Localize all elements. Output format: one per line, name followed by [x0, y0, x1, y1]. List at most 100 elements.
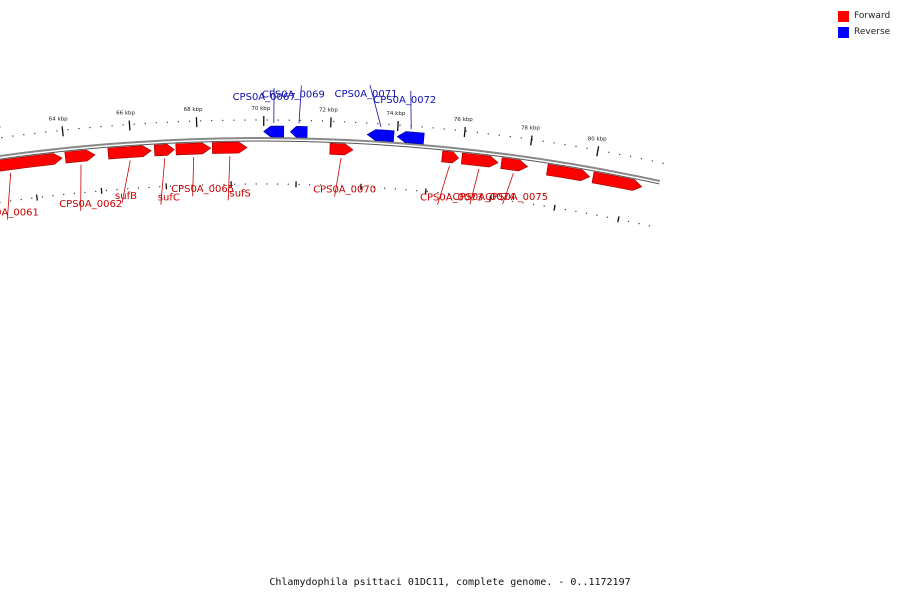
guide-dot-inner: [487, 133, 489, 135]
guide-dot-inner: [122, 124, 124, 126]
guide-dot-inner: [277, 119, 279, 121]
guide-dot-outer: [330, 184, 332, 187]
minor-tick: [100, 187, 103, 194]
tick-label: 66 kbp: [116, 111, 135, 117]
guide-dot-outer: [20, 198, 22, 201]
legend-forward-label: Forward: [854, 11, 891, 21]
minor-tick: [35, 194, 38, 201]
guide-dot-inner: [177, 121, 180, 123]
guide-dot-inner: [144, 122, 146, 125]
gene-label: CPS0A_0065: [171, 184, 234, 195]
guide-dot-outer: [501, 199, 503, 201]
tick-label: 68 kbp: [184, 107, 203, 113]
gene-arrow: [0, 153, 63, 172]
guide-dot-outer: [255, 183, 257, 185]
gene-label: CPS0A_0071: [334, 89, 397, 100]
gene-arrow: [500, 157, 529, 172]
gene-label: sufS: [229, 188, 250, 199]
gene-leader-line: [298, 85, 302, 124]
guide-dot-inner: [575, 145, 577, 148]
gene-leader-line: [121, 160, 131, 204]
gene-label: CPS0A_0075: [485, 192, 548, 203]
guide-dot-inner: [377, 123, 379, 125]
guide-dot-inner: [509, 135, 511, 138]
gene-leader-line: [469, 168, 480, 205]
guide-dot-outer: [405, 189, 407, 191]
guide-dot-inner: [465, 130, 467, 132]
minor-tick: [424, 188, 427, 195]
guide-dot-inner: [23, 134, 25, 136]
guide-dot-inner: [443, 128, 445, 130]
guide-dot-outer: [606, 216, 609, 218]
legend-forward: Forward: [838, 8, 898, 24]
backbone-line-inner: [0, 137, 661, 182]
guide-dot-inner: [651, 160, 653, 162]
guide-dot-outer: [415, 190, 418, 192]
guide-dot-inner: [111, 125, 113, 127]
guide-dot-inner: [100, 126, 102, 128]
gene-leader-line: [334, 157, 342, 197]
guide-dot-outer: [437, 191, 439, 194]
gene-leader-line: [192, 157, 195, 197]
tick-label: 70 kbp: [251, 106, 270, 112]
guide-dot-outer: [244, 183, 247, 185]
tick-label: 76 kbp: [454, 117, 473, 123]
gene-label: CPS0A_0074: [452, 192, 515, 203]
guide-dot-outer: [159, 186, 161, 188]
gene-arrow: [460, 152, 499, 168]
guide-dot-inner: [211, 119, 213, 122]
guide-dot-inner: [12, 135, 14, 137]
gene-arrow: [153, 143, 175, 157]
guide-dot-inner: [299, 119, 302, 122]
guide-dot-inner: [188, 120, 191, 123]
guide-dot-outer: [9, 200, 12, 202]
guide-dot-inner: [199, 120, 202, 122]
guide-dot-outer: [479, 196, 482, 198]
guide-dot-inner: [662, 162, 664, 164]
gene-arrow: [366, 129, 395, 143]
guide-dot-outer: [394, 188, 396, 190]
gene-arrow: [591, 171, 643, 191]
guide-dot-outer: [426, 190, 428, 193]
legend: Forward Reverse: [838, 8, 898, 40]
gene-leader-line: [227, 156, 231, 201]
guide-dot-outer: [575, 210, 577, 213]
minor-tick: [553, 204, 556, 211]
guide-dot-outer: [105, 189, 108, 192]
guide-dot-outer: [212, 183, 214, 186]
guide-dot-outer: [469, 195, 471, 197]
guide-dot-inner: [564, 144, 566, 146]
guide-dot-outer: [543, 205, 545, 207]
guide-dot-outer: [116, 188, 118, 191]
guide-dot-outer: [532, 203, 535, 206]
guide-dot-outer: [627, 220, 630, 223]
gene-leader-line: [6, 172, 12, 220]
gene-arrow: [546, 163, 591, 182]
guide-dot-inner: [586, 147, 588, 149]
guide-dot-outer: [585, 212, 588, 214]
guide-dot-inner: [553, 142, 555, 144]
reverse-swatch-icon: [838, 26, 849, 38]
guide-dot-inner: [288, 119, 290, 121]
guide-dot-inner: [332, 120, 335, 123]
guide-dot-inner: [222, 119, 224, 122]
guide-dot-inner: [56, 130, 58, 132]
gene-arrow: [175, 142, 212, 156]
gene-label: CPS0A_0069: [262, 89, 325, 100]
guide-dot-inner: [355, 121, 357, 124]
guide-dot-outer: [511, 200, 514, 203]
gene-label: CPS0A_0061: [0, 208, 39, 219]
gene-label: CPS0A_0070: [313, 185, 376, 196]
guide-dot-outer: [31, 197, 33, 199]
gene-arrow: [263, 125, 285, 138]
major-tick: [596, 146, 600, 157]
guide-dot-inner: [155, 122, 157, 124]
major-tick: [61, 126, 64, 137]
guide-dot-inner: [629, 155, 632, 158]
tick-label: 72 kbp: [319, 107, 338, 113]
guide-dot-outer: [648, 225, 651, 227]
tick-label: 62 kbp: [0, 125, 1, 131]
guide-dot-inner: [34, 132, 36, 135]
guide-dot-outer: [373, 186, 375, 189]
guide-dot-outer: [351, 185, 354, 187]
